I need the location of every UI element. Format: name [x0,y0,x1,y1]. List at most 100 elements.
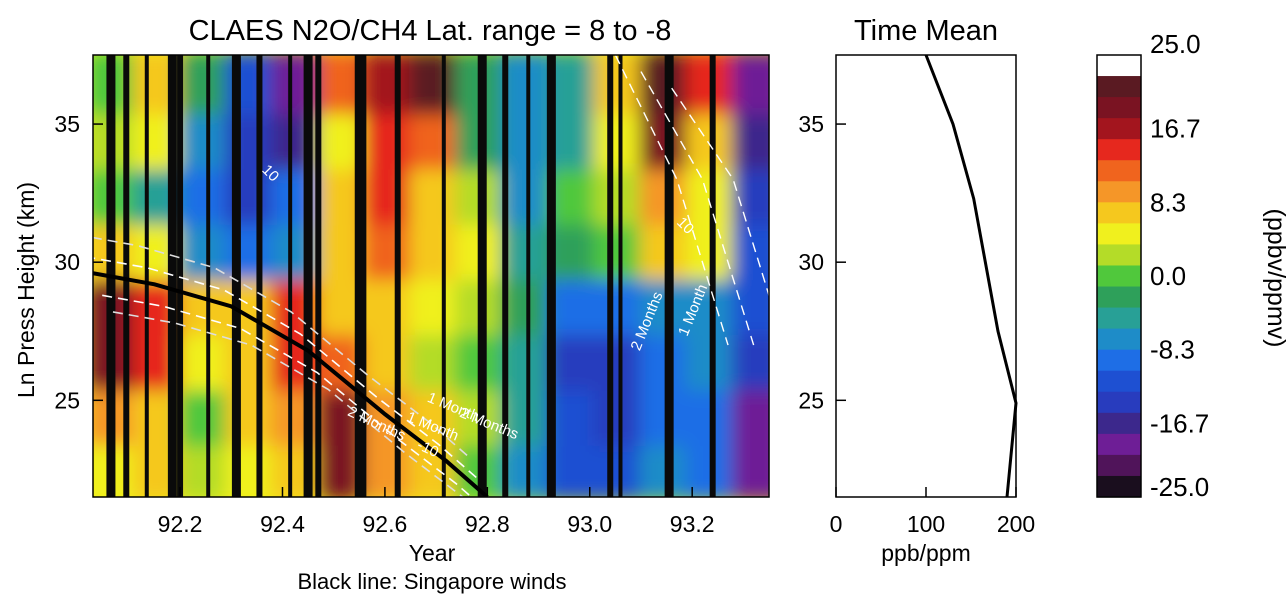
colorbar-tick-label: -16.7 [1150,409,1209,439]
colorbar-swatch [1097,433,1141,456]
data-gap-bar [123,55,130,497]
main-x-axis-label: Year [409,540,456,566]
heatmap-cell [409,327,464,391]
data-gap-bar [502,55,509,497]
data-gap-bar [477,55,487,497]
data-gap-bar [664,55,674,497]
heatmap-cell [547,382,602,446]
tm-y-tick-label: 25 [798,387,824,413]
heatmap-cell [547,272,602,336]
data-gap-bar [303,55,313,497]
heatmap-cell [178,106,233,170]
heatmap-cell [731,55,769,115]
heatmap-cell [362,106,418,170]
heatmap-cell [409,272,464,336]
main-x-axis: 92.2 92.4 92.6 92.8 93.0 93.2 [158,487,715,537]
colorbar-tick-label: 25.0 [1150,29,1201,59]
heatmap-cell [409,216,464,280]
heatmap-cell [409,55,464,115]
propagation-line [671,87,769,298]
heatmap-cell [178,437,233,497]
colorbar-swatch [1097,370,1141,393]
colorbar-swatch [1097,181,1141,203]
heatmap-cell [178,161,233,225]
colorbar-swatch [1097,454,1141,477]
colorbar-swatch [1097,412,1141,435]
colorbar [1097,55,1141,498]
heatmap-cell [547,55,602,115]
x-tick-label: 93.0 [567,511,612,537]
propagation-line [102,294,473,497]
time-mean-series [924,54,1018,498]
heatmap-cell [362,161,418,225]
x-tick-label: 93.2 [670,511,715,537]
heatmap-cell [731,437,769,497]
colorbar-tick-label: 16.7 [1150,113,1201,143]
heatmap-cell [362,272,418,336]
tm-x-tick-label: 0 [830,511,843,537]
data-gap-bar [394,55,401,497]
colorbar-swatch [1097,160,1141,182]
tm-y-tick-label: 35 [798,111,824,137]
data-gap-bar [144,55,149,497]
colorbar-swatch [1097,391,1141,414]
heatmap-cell [362,55,418,115]
y-tick-label: 30 [54,249,80,275]
data-gap-bar [607,55,614,497]
time-mean-line [924,54,1018,498]
data-gap-bar [256,55,263,497]
tm-y-tick-label: 30 [798,249,824,275]
heatmap-cell [362,216,418,280]
colorbar-ticks: 25.0 16.7 8.3 0.0 -8.3 -16.7 -25.0 [1150,29,1209,502]
heatmap-cell [362,437,418,497]
time-mean-title: Time Mean [854,15,998,47]
data-gap-bar [441,55,446,497]
heatmap-cell [547,106,602,170]
heatmap-cell [731,216,769,280]
data-gap-bar [526,55,531,497]
colorbar-tick-label: -8.3 [1150,334,1195,364]
heatmap-cell [409,161,464,225]
colorbar-label: (ppbv/ppmv) [1262,209,1286,348]
colorbar-swatch [1097,475,1141,498]
colorbar-swatch [1097,202,1141,224]
heatmap-cell [731,382,769,446]
data-gap-bar [206,55,211,497]
propagation-line [93,236,471,459]
colorbar-swatch [1097,349,1141,372]
colorbar-swatch [1097,286,1141,309]
heatmap-cell [547,161,602,225]
heatmap-cell [731,272,769,336]
heatmap-cell [731,106,769,170]
propagation-line [640,71,755,346]
colorbar-swatch [1097,76,1141,98]
contour-overlay [93,55,769,497]
main-y-axis-label: Ln Press Height (km) [13,182,39,398]
colorbar-swatch [1097,118,1141,140]
heatmap-cell [178,216,233,280]
colorbar-swatch [1097,307,1141,330]
heatmap-cell [731,327,769,391]
y-tick-label: 35 [54,111,80,137]
data-gap-bar [354,55,359,497]
data-gap-bar [357,55,367,497]
data-gap-bar [315,55,322,497]
main-chart-title: CLAES N2O/CH4 Lat. range = 8 to -8 [189,15,672,47]
heatmap-cell [547,327,602,391]
heatmap-cell [409,106,464,170]
heatmap-cell [178,55,233,115]
x-tick-label: 92.8 [465,511,510,537]
x-tick-label: 92.4 [260,511,305,537]
main-plot-frame [92,54,770,498]
colorbar-swatch [1097,265,1141,288]
colorbar-swatch [1097,55,1141,77]
tm-x-tick-label: 200 [997,511,1035,537]
colorbar-tick-label: 8.3 [1150,188,1186,218]
data-gap-bars [106,55,716,497]
time-mean-frame [835,54,1017,498]
heatmap-cell [362,327,418,391]
x-tick-label: 92.2 [158,511,203,537]
colorbar-tick-label: -25.0 [1150,472,1209,502]
data-gap-bar [709,55,716,497]
colorbar-swatch [1097,139,1141,161]
